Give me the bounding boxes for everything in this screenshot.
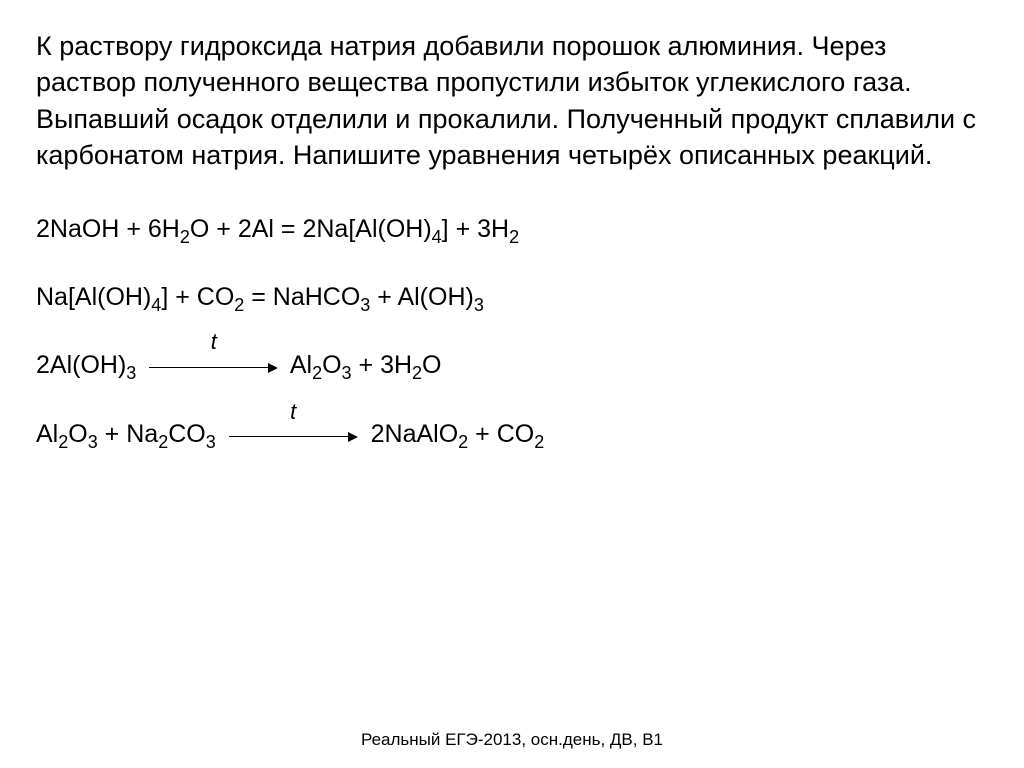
arrow-label: t — [229, 399, 358, 425]
term: Al2O3 — [290, 351, 352, 379]
term: 2NaOH — [36, 215, 119, 243]
problem-statement: К раствору гидроксида натрия добавили по… — [36, 28, 988, 174]
term: 3H2O — [380, 351, 441, 379]
term: Na[Al(OH)4] — [36, 283, 168, 311]
reaction-arrow: t — [229, 421, 358, 451]
term: CO2 — [197, 283, 245, 311]
term: 3H2 — [477, 215, 519, 243]
term: 2Al(OH)3 — [36, 351, 136, 379]
footer-source: Реальный ЕГЭ-2013, осн.день, ДВ, В1 — [0, 730, 1024, 750]
term: Na2CO3 — [126, 420, 216, 448]
reaction-arrow: t — [149, 351, 278, 381]
equation: Na[Al(OH)4] + CO2 = NaHCO3 + Al(OH)3 — [36, 282, 988, 312]
term: 2Al — [238, 215, 274, 243]
term: NaHCO3 — [273, 283, 371, 311]
term: Al2O3 — [36, 420, 98, 448]
term: 2NaAlO2 — [371, 420, 469, 448]
equation: Al2O3 + Na2CO3 t 2NaAlO2 + CO2 — [36, 419, 988, 450]
equation: 2Al(OH)3 t Al2O3 + 3H2O — [36, 350, 988, 381]
term: Al(OH)3 — [397, 283, 483, 311]
term: 6H2O — [148, 215, 209, 243]
arrow-label: t — [149, 329, 278, 355]
equation: 2NaOH + 6H2O + 2Al = 2Na[Al(OH)4] + 3H2 — [36, 214, 988, 244]
equation-list: 2NaOH + 6H2O + 2Al = 2Na[Al(OH)4] + 3H2 N… — [36, 214, 988, 451]
term: CO2 — [497, 420, 545, 448]
term: 2Na[Al(OH)4] — [302, 215, 448, 243]
